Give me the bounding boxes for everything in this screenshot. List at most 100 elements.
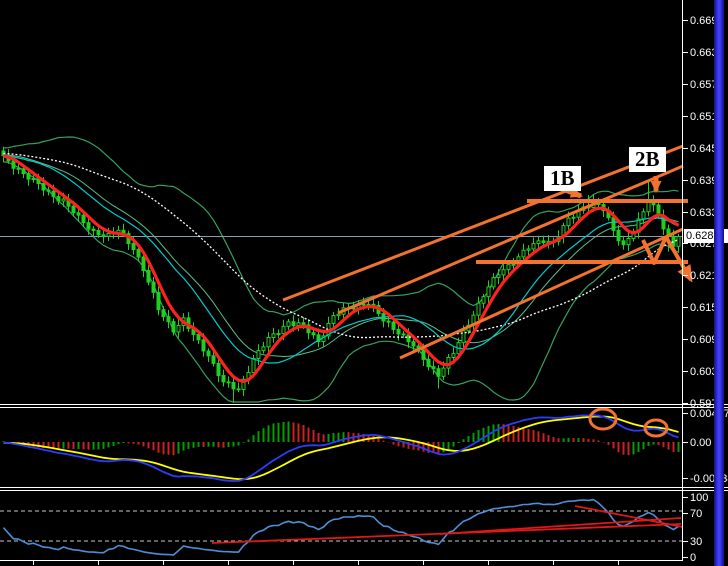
candle-body [46,189,51,192]
projection-arrow[interactable] [664,235,693,283]
slow-ma-white-line [3,152,679,339]
bollinger-lower-band [3,161,679,403]
rsi-trendline[interactable] [439,517,682,535]
candle-body [621,240,626,246]
candle-body [311,332,316,336]
candle-body [266,337,271,348]
macd-crossover-ellipse[interactable] [643,418,669,438]
candle-body [511,263,516,266]
candle-body [131,243,136,250]
candle-body [261,346,266,352]
candle-body [526,248,531,251]
rsi-axis-label: 70 [690,508,702,520]
support-trendline[interactable] [399,227,684,360]
candle-body [616,229,621,242]
candle-body [91,228,96,231]
candle-body [431,366,436,370]
candle-body [71,205,76,214]
fast-ma-red-line [3,154,680,383]
candle-body [231,382,236,390]
macd-signal-line [3,415,679,481]
candle-body [206,350,211,357]
candle-body [571,216,576,219]
rsi-pane[interactable] [0,498,684,556]
candle-body [676,236,681,247]
macd-crossover-ellipse[interactable] [588,407,618,431]
candle-body [26,173,31,180]
candle-body [61,198,66,202]
macd-pane[interactable] [2,414,680,482]
candle-body [101,234,106,237]
candle-body [566,217,571,227]
candle-body [506,264,511,271]
candle-body [401,333,406,336]
annotation-layer[interactable] [282,144,693,438]
candle-body [221,375,226,383]
candle-body [491,277,496,288]
macd-axis-label: 0.00 [690,437,711,449]
candle-body [176,324,181,333]
candle-body [451,353,456,358]
candle-body [521,249,526,258]
pattern-label-2b[interactable]: 2B [629,147,666,172]
medium-ma-cyan-line [3,154,679,364]
channel-trendline-upper[interactable] [282,144,684,302]
candle-body [21,168,26,175]
candle-body [391,321,396,330]
candle-body [106,233,111,237]
candle-body [611,217,616,231]
candle-body [251,358,256,374]
candle-body [541,240,546,244]
candle-body [56,196,61,202]
candle-body [41,182,46,191]
candle-body [316,334,321,342]
candle-body [201,339,206,352]
candle-body [281,325,286,335]
window-border-scrollbar [714,0,724,566]
candle-body [96,229,101,236]
candle-body [161,309,166,318]
rsi-line [2,498,679,556]
candle-body [166,316,171,323]
candle-body [151,281,156,293]
candle-body [331,315,336,324]
candle-body [226,381,231,384]
candle-body [301,322,306,326]
candle-body [241,378,246,390]
candle-body [81,214,86,224]
candle-body [286,321,291,327]
candle-body [386,320,391,323]
candle-body [236,388,241,391]
candle-body [171,321,176,333]
candle-body [426,358,431,368]
candle-body [481,296,486,304]
candle-body [141,256,146,271]
candle-body [76,212,81,216]
bollinger-upper-band [3,136,679,316]
projection-zigzag [641,236,668,265]
macd-line [3,414,679,482]
candle-body [196,333,201,341]
candle-body [361,303,366,306]
candle-body [51,190,56,198]
candle-body [421,348,426,360]
channel-trendline-lower[interactable] [337,164,684,315]
rsi-axis-label: 100 [690,492,708,504]
candle-body [256,350,261,360]
candle-body [406,334,411,343]
pattern-label-1b[interactable]: 1B [544,166,581,191]
candle-body [501,269,506,276]
candle-body [486,286,491,298]
candle-body [31,178,36,181]
rsi-axis-label: 0 [690,552,696,564]
candle-body [16,167,21,170]
candle-body [86,222,91,230]
rsi-trendline[interactable] [574,505,684,528]
candle-body [216,362,221,377]
candle-body [156,291,161,311]
candle-body [536,240,541,245]
candle-body [441,367,446,377]
